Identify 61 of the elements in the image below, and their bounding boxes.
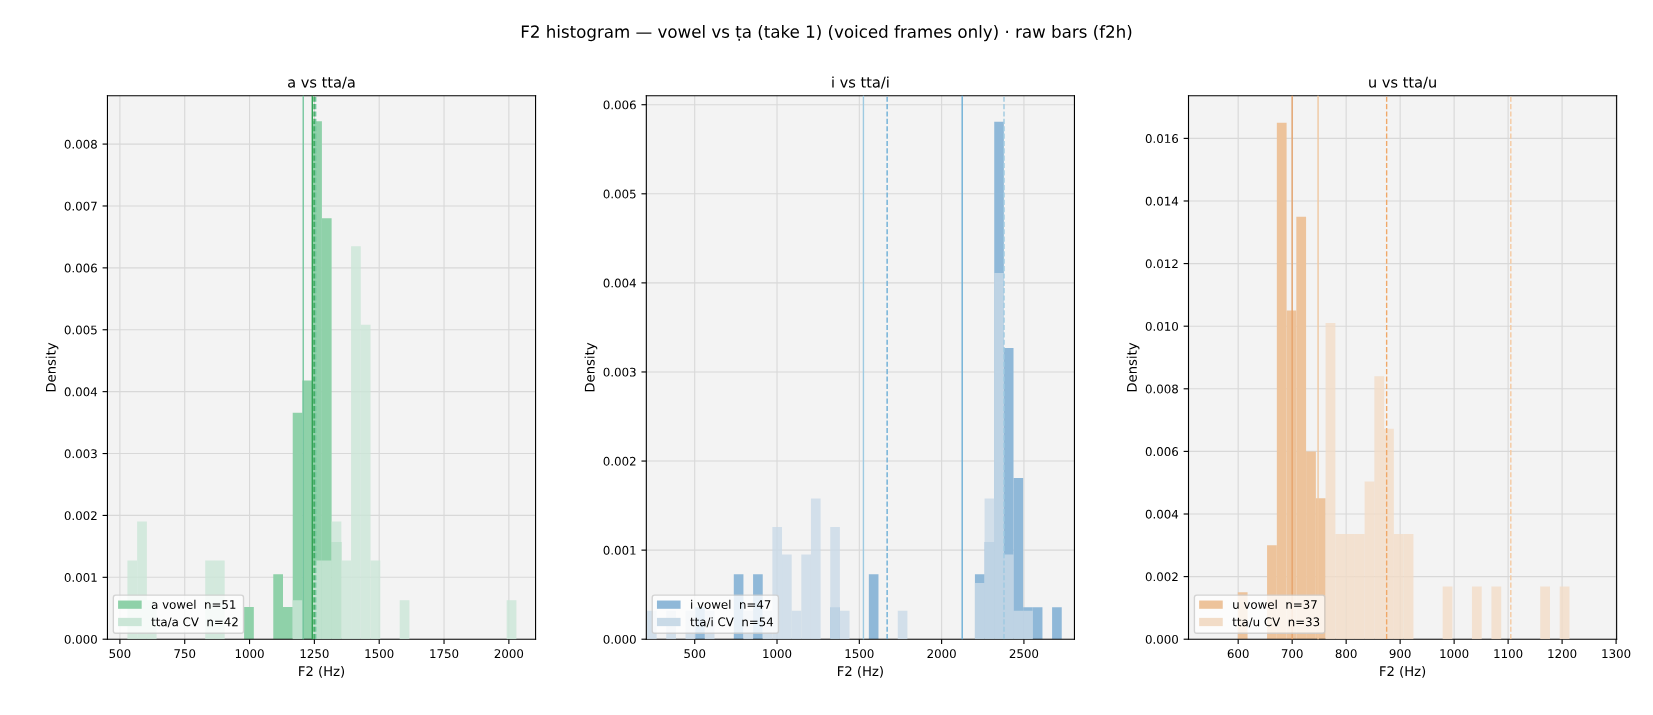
x-axis-title: F2 (Hz)	[1380, 665, 1426, 678]
y-tick-label: 0.003	[603, 367, 636, 377]
x-tick-label: 1200	[1548, 649, 1577, 659]
legend-label: a vowel n=51	[151, 599, 236, 609]
x-tick-label: 2000	[494, 649, 524, 659]
y-tick-label: 0.004	[1145, 509, 1179, 519]
y-tick-label: 0.016	[1145, 134, 1179, 144]
y-tick-label: 0.008	[64, 139, 97, 149]
legend-label: tta/i CV n=54	[690, 617, 774, 628]
legend-label: tta/u CV n=33	[1232, 617, 1320, 628]
x-tick-label: 750	[174, 649, 196, 659]
y-tick-label: 0.005	[64, 325, 97, 335]
x-tick-label: 1500	[365, 649, 394, 659]
chart-title: i vs tta/i	[832, 76, 889, 89]
chart-title: u vs tta/u	[1369, 76, 1436, 89]
y-tick-label: 0.002	[603, 456, 636, 466]
y-tick-label: 0.001	[64, 573, 97, 582]
y-tick-label: 0.010	[1145, 321, 1178, 331]
y-axis-title: Density	[1126, 342, 1140, 392]
legend-label: u vowel n=37	[1233, 599, 1317, 609]
x-tick-label: 1500	[845, 649, 874, 659]
x-tick-label: 2000	[927, 649, 956, 659]
y-tick-label: 0.014	[1145, 196, 1179, 206]
y-tick-label: 0.005	[603, 189, 636, 199]
y-tick-label: 0.000	[1145, 634, 1178, 644]
y-tick-label: 0.008	[1145, 384, 1178, 394]
legend-label: tta/a CV n=42	[151, 617, 238, 628]
x-tick-label: 900	[1389, 649, 1411, 659]
x-tick-label: 500	[684, 649, 706, 659]
y-tick-label: 0.004	[603, 278, 636, 288]
y-tick-label: 0.006	[1145, 447, 1179, 457]
y-tick-label: 0.003	[64, 449, 97, 459]
x-axis-title: F2 (Hz)	[299, 665, 345, 678]
y-axis-title: Density	[584, 342, 598, 392]
x-tick-label: 700	[1281, 649, 1303, 659]
x-tick-label: 1000	[235, 649, 264, 659]
x-tick-label: 1750	[430, 649, 459, 659]
legend-label: i vowel n=47	[691, 599, 771, 609]
y-tick-label: 0.012	[1145, 259, 1178, 269]
y-tick-label: 0.002	[1145, 572, 1178, 582]
chart-title: a vs tta/a	[288, 76, 355, 89]
y-tick-label: 0.006	[64, 263, 97, 273]
y-tick-label: 0.001	[603, 545, 636, 555]
x-tick-label: 500	[109, 649, 131, 659]
y-tick-label: 0.000	[64, 634, 97, 644]
y-tick-label: 0.002	[64, 511, 97, 521]
y-tick-label: 0.007	[64, 201, 97, 211]
y-axis-title: Density	[45, 342, 59, 392]
x-tick-label: 800	[1335, 649, 1357, 659]
y-tick-label: 0.006	[603, 100, 636, 110]
x-tick-label: 1250	[300, 649, 329, 659]
text: F2 histogram — vowel vs ṭa (take 1) (voiced frames only) · raw bars (f2h)	[521, 25, 1132, 42]
x-tick-label: 600	[1227, 649, 1249, 659]
x-tick-label: 1000	[763, 649, 792, 659]
x-tick-label: 1100	[1494, 649, 1523, 659]
y-tick-label: 0.000	[603, 634, 636, 644]
x-tick-label: 1000	[1440, 649, 1469, 659]
x-axis-title: F2 (Hz)	[838, 665, 883, 678]
y-tick-label: 0.004	[64, 387, 98, 397]
x-tick-label: 2500	[1009, 649, 1039, 659]
x-tick-label: 1300	[1602, 649, 1631, 659]
